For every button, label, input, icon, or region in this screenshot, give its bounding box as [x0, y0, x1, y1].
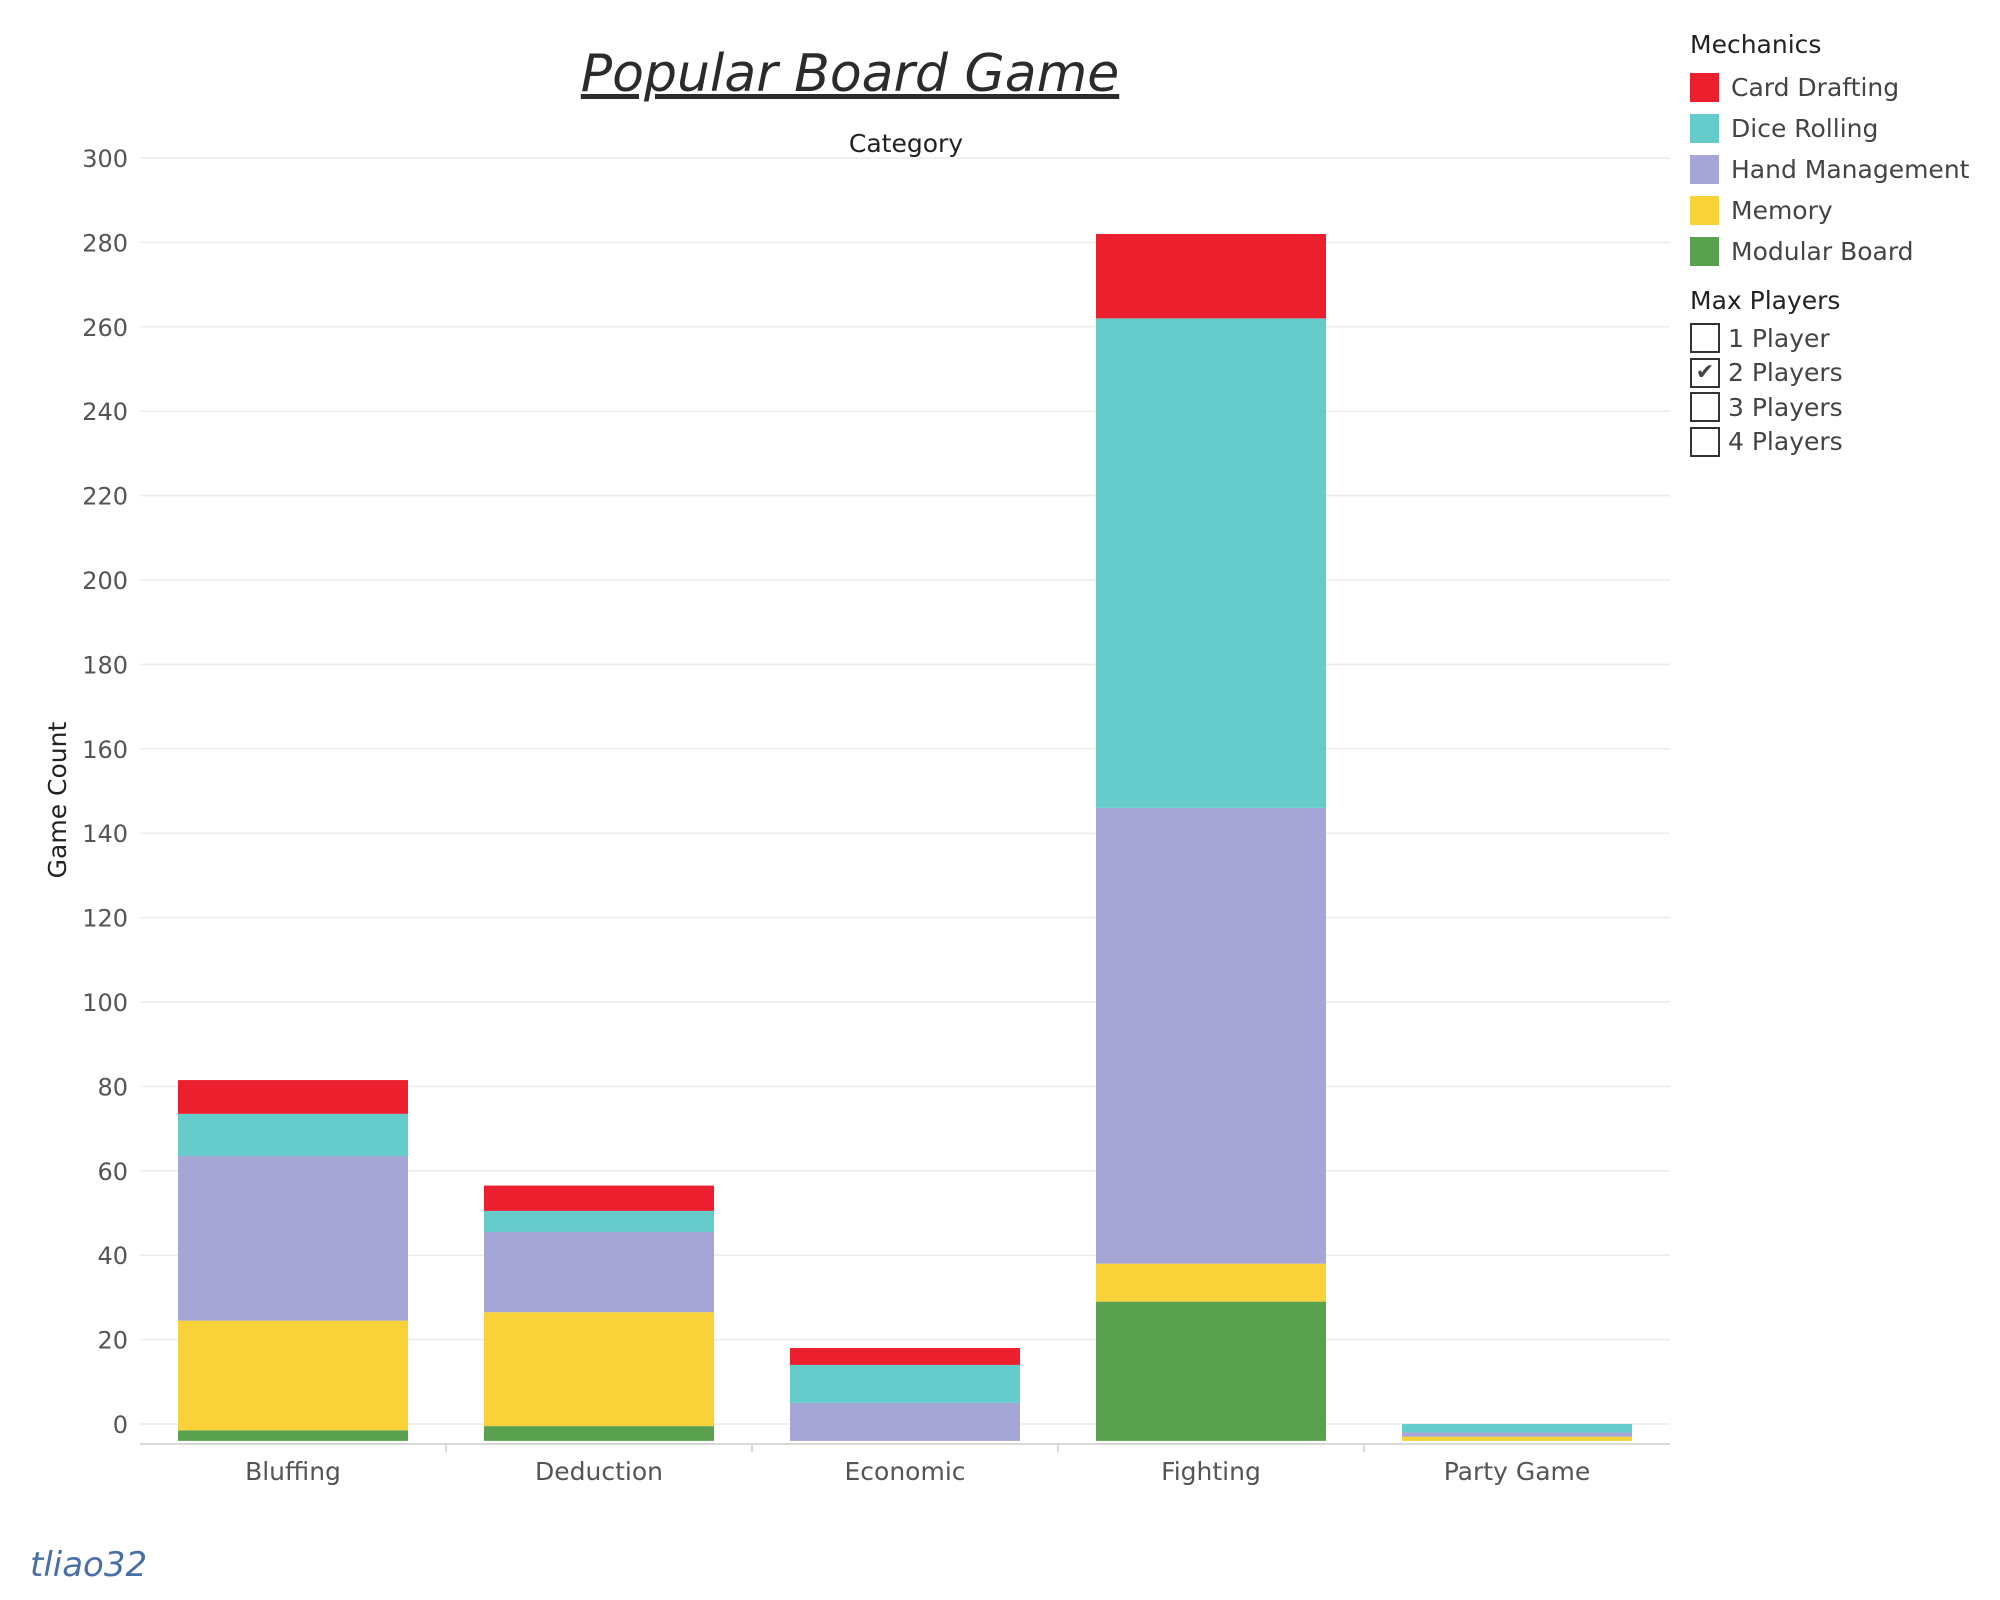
y-tick-label: 140	[82, 820, 128, 848]
x-tick-label: Fighting	[1161, 1457, 1261, 1486]
bars	[178, 233, 1632, 1441]
author-signature: tliao32	[30, 1545, 148, 1585]
filter-items: 1 Player ✔ 2 Players 3 Players 4 Players	[1690, 321, 1990, 459]
filter-option[interactable]: ✔ 2 Players	[1690, 356, 1990, 391]
legend-title: Mechanics	[1690, 30, 1822, 59]
y-tick-label: 200	[82, 567, 128, 595]
y-tick-label: 20	[97, 1327, 128, 1355]
legend-swatch	[1690, 114, 1719, 143]
filter-option[interactable]: 4 Players	[1690, 425, 1990, 460]
y-tick-label: 100	[82, 989, 128, 1017]
filter-option-label: 2 Players	[1728, 358, 1843, 388]
bar-segment[interactable]	[178, 1320, 408, 1431]
y-tick-label: 0	[113, 1411, 128, 1439]
filter-option-label: 4 Players	[1728, 427, 1843, 457]
x-axis-ticks: Bluffing Deduction Economic Fighting Party G…	[245, 1444, 1590, 1486]
y-tick-label: 80	[97, 1073, 128, 1101]
y-tick-label: 160	[82, 736, 128, 764]
bar-segment[interactable]	[790, 1402, 1020, 1441]
bar-segment[interactable]	[1096, 233, 1326, 319]
bar-segment[interactable]	[484, 1185, 714, 1211]
bar-segment[interactable]	[1096, 318, 1326, 808]
legend-label: Card Drafting	[1731, 73, 1900, 102]
y-tick-label: 280	[82, 229, 128, 257]
legend-label: Modular Board	[1731, 237, 1914, 266]
x-tick-label: Party Game	[1444, 1457, 1591, 1486]
y-tick-label: 300	[82, 145, 128, 173]
legend-label: Hand Management	[1731, 155, 1970, 184]
legend-swatch	[1690, 196, 1719, 225]
bar-segment[interactable]	[484, 1312, 714, 1427]
y-tick-label: 40	[97, 1242, 128, 1270]
y-tick-label: 180	[82, 651, 128, 679]
x-axis-title: Category	[849, 129, 963, 158]
y-tick-label: 220	[82, 483, 128, 511]
bar-segment[interactable]	[1096, 1301, 1326, 1441]
x-tick-label: Economic	[844, 1457, 965, 1486]
y-axis-ticks: 0 20 40 60 80 100 120 140 160 180 200 220 240 260 280 3…	[82, 145, 128, 1439]
legend-item[interactable]: Modular Board	[1690, 231, 1990, 272]
y-tick-label: 260	[82, 314, 128, 342]
filter-option-label: 1 Player	[1728, 323, 1830, 353]
bar-segment[interactable]	[1402, 1436, 1632, 1441]
bar-segment[interactable]	[178, 1156, 408, 1321]
legend-swatch	[1690, 73, 1719, 102]
bar-segment[interactable]	[178, 1430, 408, 1441]
legend-item[interactable]: Dice Rolling	[1690, 108, 1990, 149]
legend-panel: Mechanics Card Drafting Dice Rolling Hand …	[1690, 30, 1990, 459]
y-tick-label: 60	[97, 1158, 128, 1186]
bar-segment[interactable]	[1096, 1263, 1326, 1302]
legend-items: Card Drafting Dice Rolling Hand Management…	[1690, 67, 1990, 272]
y-tick-label: 120	[82, 905, 128, 933]
x-tick-label: Deduction	[535, 1457, 663, 1486]
legend-item[interactable]: Card Drafting	[1690, 67, 1990, 108]
checkbox-checked-icon[interactable]: ✔	[1690, 357, 1720, 388]
filter-option[interactable]: 1 Player	[1690, 321, 1990, 356]
x-tick-label: Bluffing	[245, 1457, 341, 1486]
legend-item[interactable]: Memory	[1690, 190, 1990, 231]
legend-label: Dice Rolling	[1731, 114, 1879, 143]
checkbox-icon[interactable]	[1690, 323, 1720, 354]
legend-swatch	[1690, 155, 1719, 184]
chart-title: Popular Board Game	[580, 44, 1120, 104]
filter-title: Max Players	[1690, 286, 1841, 315]
legend-swatch	[1690, 237, 1719, 266]
bar-segment[interactable]	[790, 1364, 1020, 1403]
bar-segment[interactable]	[1096, 807, 1326, 1264]
y-axis-title: Game Count	[43, 721, 72, 878]
bar-segment[interactable]	[1402, 1424, 1632, 1433]
bar-segment[interactable]	[484, 1231, 714, 1313]
filter-option[interactable]: 3 Players	[1690, 390, 1990, 425]
bar-segment[interactable]	[484, 1210, 714, 1232]
bar-segment[interactable]	[1402, 1432, 1632, 1437]
y-tick-label: 240	[82, 398, 128, 426]
checkbox-icon[interactable]	[1690, 392, 1720, 423]
legend-label: Memory	[1731, 196, 1833, 225]
bar-segment[interactable]	[484, 1426, 714, 1441]
bar-segment[interactable]	[790, 1348, 1020, 1365]
filter-option-label: 3 Players	[1728, 392, 1843, 422]
gridlines	[140, 157, 1670, 1425]
checkbox-icon[interactable]	[1690, 426, 1720, 457]
bar-segment[interactable]	[178, 1113, 408, 1157]
bar-segment[interactable]	[178, 1080, 408, 1114]
legend-item[interactable]: Hand Management	[1690, 149, 1990, 190]
